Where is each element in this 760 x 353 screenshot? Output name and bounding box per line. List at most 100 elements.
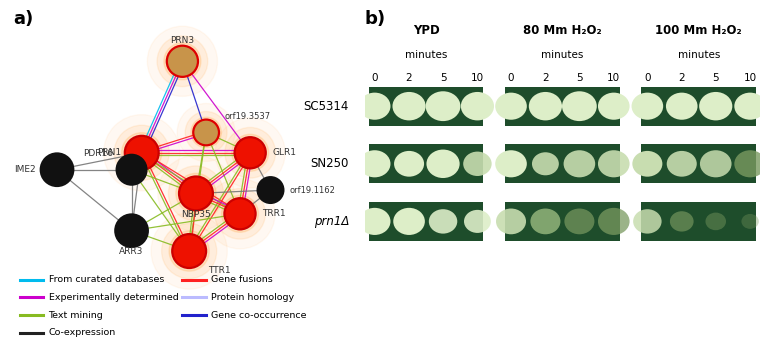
Text: 10: 10 — [607, 73, 620, 83]
Ellipse shape — [151, 213, 227, 289]
Ellipse shape — [162, 223, 217, 279]
Circle shape — [705, 213, 726, 230]
Circle shape — [464, 210, 491, 233]
Circle shape — [598, 150, 629, 177]
Text: Co-expression: Co-expression — [49, 328, 116, 337]
Circle shape — [426, 150, 460, 178]
Text: TTR1: TTR1 — [207, 266, 230, 275]
Ellipse shape — [169, 231, 209, 271]
Circle shape — [235, 137, 266, 168]
Text: GLR1: GLR1 — [272, 148, 296, 157]
Circle shape — [224, 198, 255, 229]
Text: 10: 10 — [471, 73, 484, 83]
Circle shape — [530, 209, 560, 234]
Text: prn1Δ: prn1Δ — [314, 215, 349, 228]
Ellipse shape — [214, 189, 265, 239]
Text: 0: 0 — [372, 73, 378, 83]
Ellipse shape — [195, 121, 217, 144]
Circle shape — [426, 91, 461, 121]
Ellipse shape — [226, 200, 254, 227]
Ellipse shape — [225, 127, 276, 178]
Circle shape — [598, 208, 629, 235]
Circle shape — [529, 92, 562, 120]
Circle shape — [463, 151, 492, 176]
Text: SC5314: SC5314 — [303, 100, 349, 113]
FancyBboxPatch shape — [369, 202, 483, 241]
Text: 10: 10 — [743, 73, 757, 83]
Circle shape — [496, 209, 526, 234]
Ellipse shape — [232, 134, 269, 171]
Circle shape — [429, 209, 458, 234]
Circle shape — [734, 92, 760, 120]
Text: Gene fusions: Gene fusions — [211, 275, 273, 285]
Circle shape — [359, 150, 391, 177]
Circle shape — [173, 234, 206, 268]
Ellipse shape — [215, 118, 285, 188]
Text: minutes: minutes — [541, 49, 584, 60]
Ellipse shape — [147, 26, 217, 96]
Circle shape — [666, 92, 698, 120]
Circle shape — [394, 151, 424, 176]
Circle shape — [532, 152, 559, 175]
FancyBboxPatch shape — [369, 144, 483, 183]
Ellipse shape — [127, 138, 157, 168]
Text: SN250: SN250 — [311, 157, 349, 170]
Text: 5: 5 — [576, 73, 583, 83]
Circle shape — [125, 136, 159, 170]
Circle shape — [734, 150, 760, 177]
Text: 0: 0 — [508, 73, 515, 83]
Text: orf19.3537: orf19.3537 — [225, 112, 271, 121]
Circle shape — [670, 211, 694, 232]
Text: 2: 2 — [406, 73, 413, 83]
FancyBboxPatch shape — [505, 144, 619, 183]
Text: minutes: minutes — [678, 49, 720, 60]
Circle shape — [359, 92, 391, 120]
Text: PDR16: PDR16 — [83, 149, 113, 158]
Circle shape — [699, 92, 733, 120]
Text: PRN1: PRN1 — [97, 148, 122, 157]
Ellipse shape — [169, 166, 223, 221]
Ellipse shape — [157, 36, 207, 86]
Ellipse shape — [158, 155, 234, 232]
Text: 5: 5 — [712, 73, 719, 83]
Ellipse shape — [114, 125, 169, 180]
Ellipse shape — [122, 133, 162, 173]
Circle shape — [116, 155, 147, 185]
Ellipse shape — [164, 43, 201, 80]
Circle shape — [258, 177, 283, 203]
Circle shape — [632, 151, 663, 176]
Text: 5: 5 — [440, 73, 446, 83]
Circle shape — [359, 208, 391, 235]
Text: 100 Mm H₂O₂: 100 Mm H₂O₂ — [655, 24, 742, 37]
Text: NBP35: NBP35 — [181, 210, 211, 219]
Ellipse shape — [205, 179, 275, 249]
Text: From curated databases: From curated databases — [49, 275, 164, 285]
Ellipse shape — [176, 173, 216, 214]
Ellipse shape — [221, 195, 258, 232]
Circle shape — [461, 92, 494, 120]
Circle shape — [565, 209, 594, 234]
FancyBboxPatch shape — [505, 87, 619, 126]
FancyBboxPatch shape — [641, 87, 756, 126]
Circle shape — [41, 154, 73, 186]
Text: 2: 2 — [679, 73, 685, 83]
Ellipse shape — [177, 103, 235, 161]
Text: 0: 0 — [644, 73, 651, 83]
Circle shape — [166, 46, 198, 77]
Text: orf19.1162: orf19.1162 — [289, 186, 335, 195]
Text: b): b) — [365, 11, 386, 29]
Text: 2: 2 — [542, 73, 549, 83]
Circle shape — [700, 150, 732, 177]
Circle shape — [667, 151, 697, 176]
Circle shape — [179, 176, 213, 210]
FancyBboxPatch shape — [369, 87, 483, 126]
Circle shape — [496, 150, 527, 177]
Ellipse shape — [181, 179, 211, 208]
Circle shape — [562, 91, 597, 121]
Text: TRR1: TRR1 — [262, 209, 286, 218]
Text: Text mining: Text mining — [49, 311, 103, 319]
Circle shape — [598, 92, 629, 120]
Ellipse shape — [191, 117, 221, 148]
Circle shape — [393, 208, 425, 235]
FancyBboxPatch shape — [641, 202, 756, 241]
